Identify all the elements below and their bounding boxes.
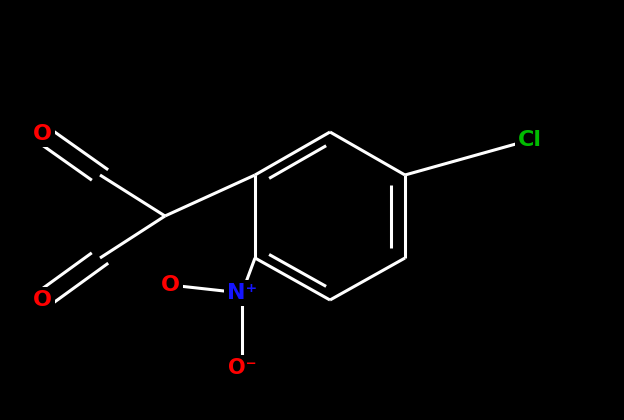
Text: O: O	[32, 290, 52, 310]
Text: N⁺: N⁺	[227, 283, 257, 303]
Text: O: O	[160, 275, 180, 295]
Text: Cl: Cl	[518, 130, 542, 150]
Text: O⁻: O⁻	[228, 358, 256, 378]
Text: O: O	[32, 124, 52, 144]
